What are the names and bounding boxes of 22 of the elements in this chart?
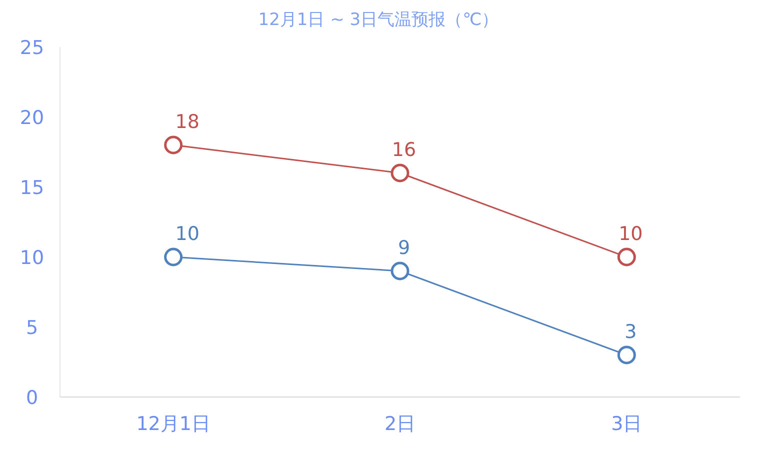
y-tick-label: 20 [20, 107, 44, 129]
data-label: 18 [175, 111, 200, 133]
x-tick-label: 3日 [611, 413, 642, 435]
y-tick-label: 0 [26, 387, 38, 409]
x-tick-label: 12月1日 [136, 413, 210, 435]
x-tick-label: 2日 [384, 413, 416, 435]
data-label: 3 [624, 321, 637, 343]
point [164, 136, 183, 154]
chart-title: 12月1日 ~ 3日气温预报（℃） [258, 10, 499, 30]
y-tick-label: 15 [20, 177, 44, 199]
point [390, 262, 410, 280]
data-label: 9 [398, 237, 410, 259]
y-tick-label: 5 [26, 317, 38, 339]
y-tick-label: 25 [20, 37, 44, 59]
data-label: 10 [175, 223, 200, 245]
point [390, 164, 410, 182]
point [617, 346, 636, 364]
data-label: 10 [618, 223, 643, 245]
point [617, 248, 636, 266]
y-tick-label: 10 [20, 247, 44, 269]
data-label: 16 [392, 139, 416, 161]
point [164, 248, 183, 266]
